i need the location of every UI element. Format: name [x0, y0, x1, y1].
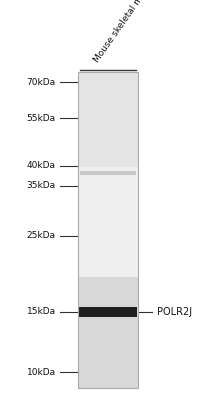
Bar: [78, 167, 138, 278]
Text: 10kDa: 10kDa: [27, 368, 56, 377]
Bar: [79, 307, 137, 317]
Bar: [78, 72, 138, 388]
Text: Mouse skeletal muscle: Mouse skeletal muscle: [92, 0, 159, 64]
Bar: [78, 72, 138, 167]
Text: 55kDa: 55kDa: [27, 114, 56, 123]
Text: 35kDa: 35kDa: [27, 181, 56, 190]
Bar: [80, 171, 136, 175]
Text: 70kDa: 70kDa: [27, 78, 56, 87]
Text: 25kDa: 25kDa: [27, 231, 56, 240]
Text: POLR2J: POLR2J: [157, 307, 192, 317]
Bar: [78, 278, 138, 388]
Text: 15kDa: 15kDa: [27, 307, 56, 316]
Text: 40kDa: 40kDa: [27, 161, 56, 170]
